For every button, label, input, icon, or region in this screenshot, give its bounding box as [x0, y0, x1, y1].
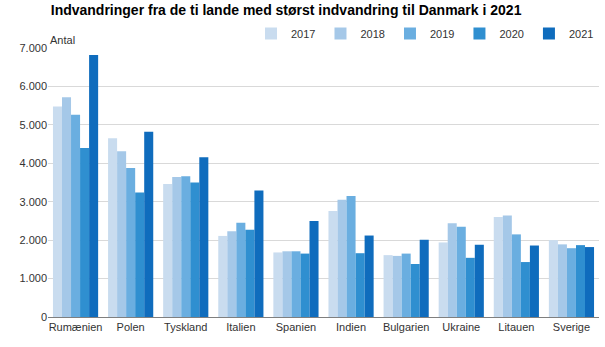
- svg-text:7.000: 7.000: [19, 42, 47, 54]
- svg-text:Bulgarien: Bulgarien: [383, 321, 429, 333]
- svg-text:Litauen: Litauen: [498, 321, 534, 333]
- svg-text:2018: 2018: [360, 28, 384, 40]
- svg-text:Rumænien: Rumænien: [49, 321, 103, 333]
- svg-text:2.000: 2.000: [19, 234, 47, 246]
- svg-text:Italien: Italien: [226, 321, 255, 333]
- svg-text:2017: 2017: [291, 28, 315, 40]
- svg-text:2020: 2020: [499, 28, 523, 40]
- svg-text:Indien: Indien: [336, 321, 366, 333]
- svg-text:Sverige: Sverige: [553, 321, 590, 333]
- svg-text:0: 0: [41, 311, 47, 323]
- svg-text:Polen: Polen: [117, 321, 145, 333]
- svg-text:Spanien: Spanien: [276, 321, 316, 333]
- svg-text:6.000: 6.000: [19, 80, 47, 92]
- svg-text:4.000: 4.000: [19, 157, 47, 169]
- svg-text:Antal: Antal: [50, 34, 75, 46]
- svg-text:Indvandringer fra de ti lande: Indvandringer fra de ti lande med størst…: [51, 2, 522, 18]
- svg-text:Tyskland: Tyskland: [164, 321, 207, 333]
- svg-text:1.000: 1.000: [19, 272, 47, 284]
- svg-text:Ukraine: Ukraine: [442, 321, 480, 333]
- svg-text:5.000: 5.000: [19, 119, 47, 131]
- svg-text:2021: 2021: [569, 28, 593, 40]
- svg-text:3.000: 3.000: [19, 196, 47, 208]
- svg-text:2019: 2019: [430, 28, 454, 40]
